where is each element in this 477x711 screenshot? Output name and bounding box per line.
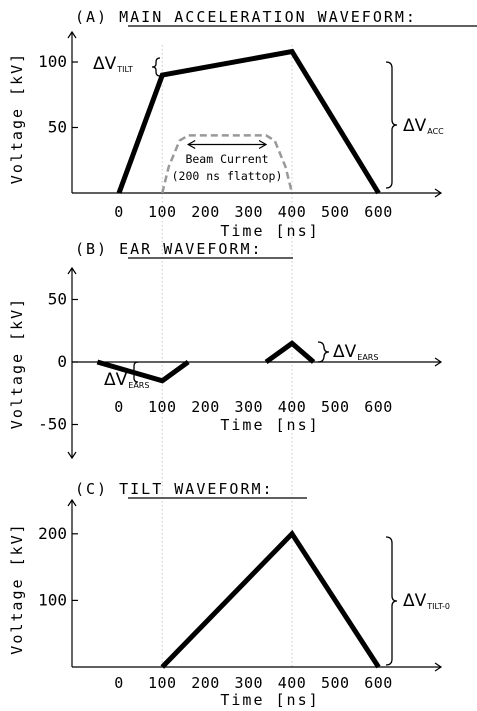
x-tick-label: 500 [321,203,350,221]
panel-title: (B) EAR WAVEFORM: [75,240,263,258]
x-axis-arrow [434,188,443,198]
flattop-arrow-right-head [258,140,268,150]
ears-brace-right [317,341,330,363]
y-tick-label: 0 [57,352,67,371]
delta-v-symbol: ΔV [104,370,128,390]
x-tick-label: 200 [191,674,220,692]
beam-current-pulse [161,134,294,194]
panel-title: (A) MAIN ACCELERATION WAVEFORM: [75,8,417,26]
delta-v-symbol: ΔV [93,54,117,74]
delta-v-label: ΔVTILT [93,54,133,74]
waveform-series-0 [116,48,381,195]
y-tick-label: 200 [38,524,67,543]
delta-v-symbol: ΔV [333,342,357,362]
delta-v-subscript: EARS [128,381,149,390]
tilt-brace [151,57,161,77]
x-axis-label: Time [ns] [220,691,319,709]
x-tick-label: 0 [114,674,124,692]
x-tick-label: 600 [364,203,393,221]
x-tick-label: 600 [364,674,393,692]
y-axis-label: Voltage [kV] [8,522,26,654]
x-tick-label: 400 [278,203,307,221]
beam-current-label: Beam Current [185,152,268,166]
x-tick-label: 600 [364,398,393,416]
x-tick-label: 300 [234,674,263,692]
y-tick-label: 100 [38,52,67,71]
waveform-series-1 [264,340,316,365]
tilt0-brace [385,536,398,666]
x-tick-label: 100 [148,398,177,416]
y-axis-arrow [67,266,77,275]
delta-v-label: ΔVTILT-0 [403,591,450,611]
delta-v-label: ΔVEARS [104,370,149,390]
flattop-arrow-left-head [186,140,196,150]
axes-layer [67,25,477,672]
x-tick-label: 200 [191,398,220,416]
y-axis-label: Voltage [kV] [8,297,26,429]
x-axis-arrow [434,357,443,367]
delta-v-label: ΔVACC [403,116,444,136]
acc-brace [385,61,398,189]
delta-v-symbol: ΔV [403,591,427,611]
panel-title: (C) TILT WAVEFORM: [75,480,274,498]
x-tick-label: 300 [234,398,263,416]
waveform-series-0 [160,529,381,669]
x-tick-label: 500 [321,398,350,416]
beam-flattop-label: (200 ns flattop) [172,169,283,183]
delta-v-symbol: ΔV [403,116,427,136]
x-tick-label: 300 [234,203,263,221]
x-tick-label: 400 [278,674,307,692]
delta-v-subscript: TILT-0 [426,602,450,611]
text-layer: (A) MAIN ACCELERATION WAVEFORM: 50 100 0 100… [8,8,450,709]
y-axis-arrow [67,498,77,507]
x-tick-label: 400 [278,398,307,416]
delta-v-subscript: EARS [357,353,378,362]
x-axis-arrow [434,662,443,672]
delta-v-subscript: ACC [427,127,444,136]
delta-v-subscript: TILT [116,65,133,74]
y-tick-label: 50 [48,118,67,137]
x-tick-label: 100 [148,203,177,221]
x-tick-label: 0 [114,203,124,221]
y-axis-label: Voltage [kV] [8,52,26,184]
x-tick-label: 500 [321,674,350,692]
x-tick-label: 100 [148,674,177,692]
data-layer [96,48,381,669]
delta-v-label: ΔVEARS [333,342,378,362]
y-axis-arrow-bottom [67,451,77,460]
x-axis-label: Time [ns] [220,416,319,434]
x-tick-label: 0 [114,398,124,416]
x-tick-label: 200 [191,203,220,221]
y-tick-label: 100 [38,590,67,609]
y-axis-arrow [67,30,77,39]
waveform-series-0 [96,359,190,384]
x-axis-label: Time [ns] [220,222,319,240]
y-tick-label: 50 [48,290,67,309]
y-tick-label: -50 [38,415,67,434]
